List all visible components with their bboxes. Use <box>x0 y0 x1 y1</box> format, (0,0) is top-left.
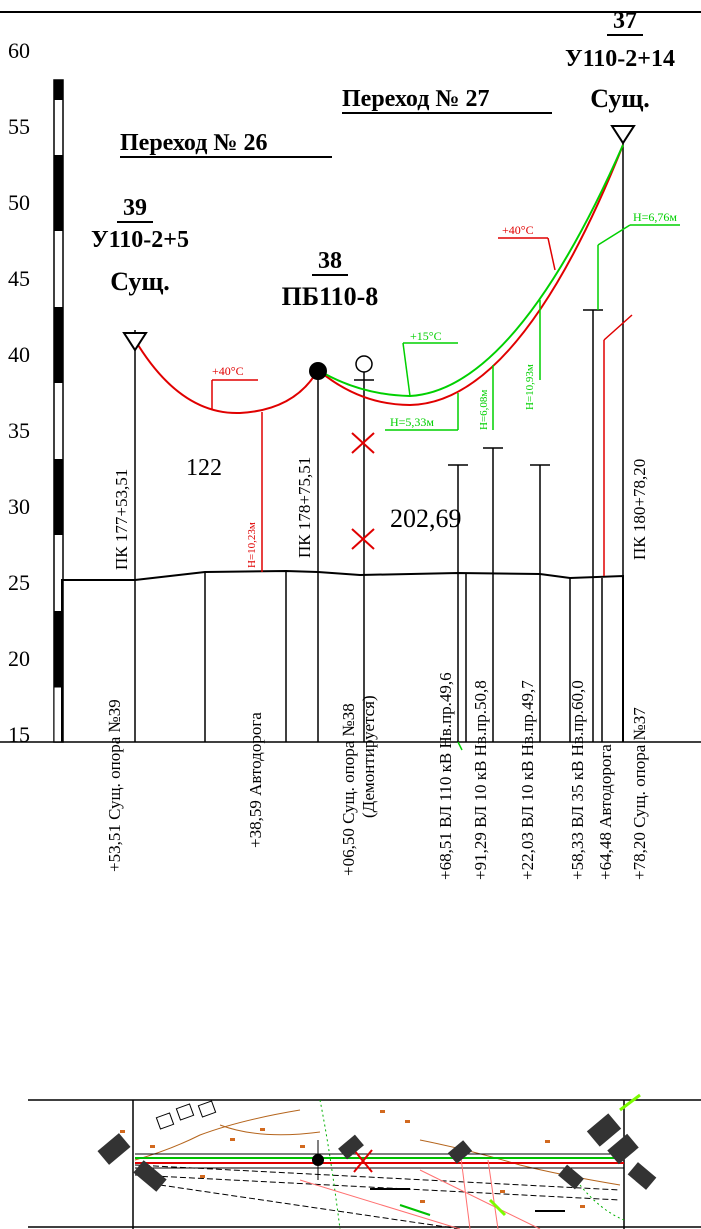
tower-38-type: ПБ110-8 <box>282 282 379 311</box>
scale-label-35: 35 <box>8 418 30 443</box>
sag-curve-40-left <box>134 339 319 415</box>
h-6-08: Н=6,08м <box>478 390 490 430</box>
tower-39-number: 39 <box>123 195 147 221</box>
pk-label-3: ПК 180+78,20 <box>630 459 649 560</box>
scale-label-25: 25 <box>8 570 30 595</box>
crossing-27-title: Переход № 27 <box>342 86 490 112</box>
scale-labels: 15 20 25 30 35 40 45 50 55 60 65 70 <box>8 38 30 747</box>
scale-label-60: 60 <box>8 38 30 63</box>
tower-37-type: У110-2+14 <box>565 46 675 72</box>
tower-39-state: Сущ. <box>110 267 170 296</box>
crossing-lines <box>134 140 624 742</box>
ground-profile <box>61 569 624 742</box>
crossing-label-9: +64,48 Автодорога <box>596 744 615 880</box>
sag-curve-40-right <box>317 144 624 407</box>
height-scale <box>0 79 701 743</box>
plan-view <box>28 1093 701 1229</box>
temp-40-right: +40°С <box>502 223 534 237</box>
span-right: 202,69 <box>390 504 462 533</box>
pk-label-2: ПК 178+75,51 <box>295 457 314 558</box>
crossing-label-5: +68,51 ВЛ 110 кВ Нв.пр.49,6 <box>436 672 455 880</box>
crossing-26-title: Переход № 26 <box>120 130 268 156</box>
h-10-23: Н=10,23м <box>246 522 258 568</box>
pk-label-1: ПК 177+53,51 <box>112 469 131 570</box>
wire-ticks <box>448 309 603 466</box>
crossing-label-8: +58,33 ВЛ 35 кВ Нв.пр.60,0 <box>568 680 587 880</box>
scale-label-45: 45 <box>8 266 30 291</box>
scale-label-55: 55 <box>8 114 30 139</box>
tower-38-old-circle <box>355 355 373 373</box>
tower-39-type: У110-2+5 <box>91 227 189 253</box>
crossing-label-2: +38,59 Автодорога <box>246 712 265 848</box>
crossing-labels: +53,51 Сущ. опора №39 +38,59 Автодорога … <box>105 672 649 880</box>
tower-38-number: 38 <box>318 248 342 274</box>
scale-label-50: 50 <box>8 190 30 215</box>
span-left: 122 <box>186 455 222 481</box>
h-5-33: Н=5,33м <box>390 415 434 429</box>
crossing-label-4: (Демонтируется) <box>359 695 378 818</box>
scale-label-20: 20 <box>8 646 30 671</box>
h-10-93: Н=10,93м <box>524 364 536 410</box>
tower-symbols <box>122 125 636 381</box>
crossing-label-10: +78,20 Сущ. опора №37 <box>630 707 649 880</box>
scale-label-40: 40 <box>8 342 30 367</box>
crossing-label-3: +06,50 Сущ. опора №38 <box>339 703 358 876</box>
crossing-label-6: +91,29 ВЛ 10 кВ Нв.пр.50,8 <box>471 680 490 880</box>
red-x-marks <box>351 432 375 550</box>
temp-40-left: +40°С <box>212 364 244 378</box>
scale-label-15: 15 <box>8 722 30 747</box>
scale-label-30: 30 <box>8 494 30 519</box>
h-6-76: Н=6,76м <box>633 210 677 224</box>
tower-39-triangle <box>122 332 148 352</box>
tower-37-number: 37 <box>613 8 637 34</box>
red-dimensions <box>211 237 633 576</box>
sag-curve-15 <box>317 144 624 398</box>
green-dimensions <box>385 224 680 751</box>
tower-37-triangle <box>610 125 636 145</box>
crossing-label-7: +22,03 ВЛ 10 кВ Нв.пр.49,7 <box>518 680 537 880</box>
tower-38-dot <box>309 362 327 380</box>
tower-37-state: Сущ. <box>590 84 650 113</box>
temp-15: +15°С <box>410 329 442 343</box>
crossing-label-1: +53,51 Сущ. опора №39 <box>105 699 124 872</box>
